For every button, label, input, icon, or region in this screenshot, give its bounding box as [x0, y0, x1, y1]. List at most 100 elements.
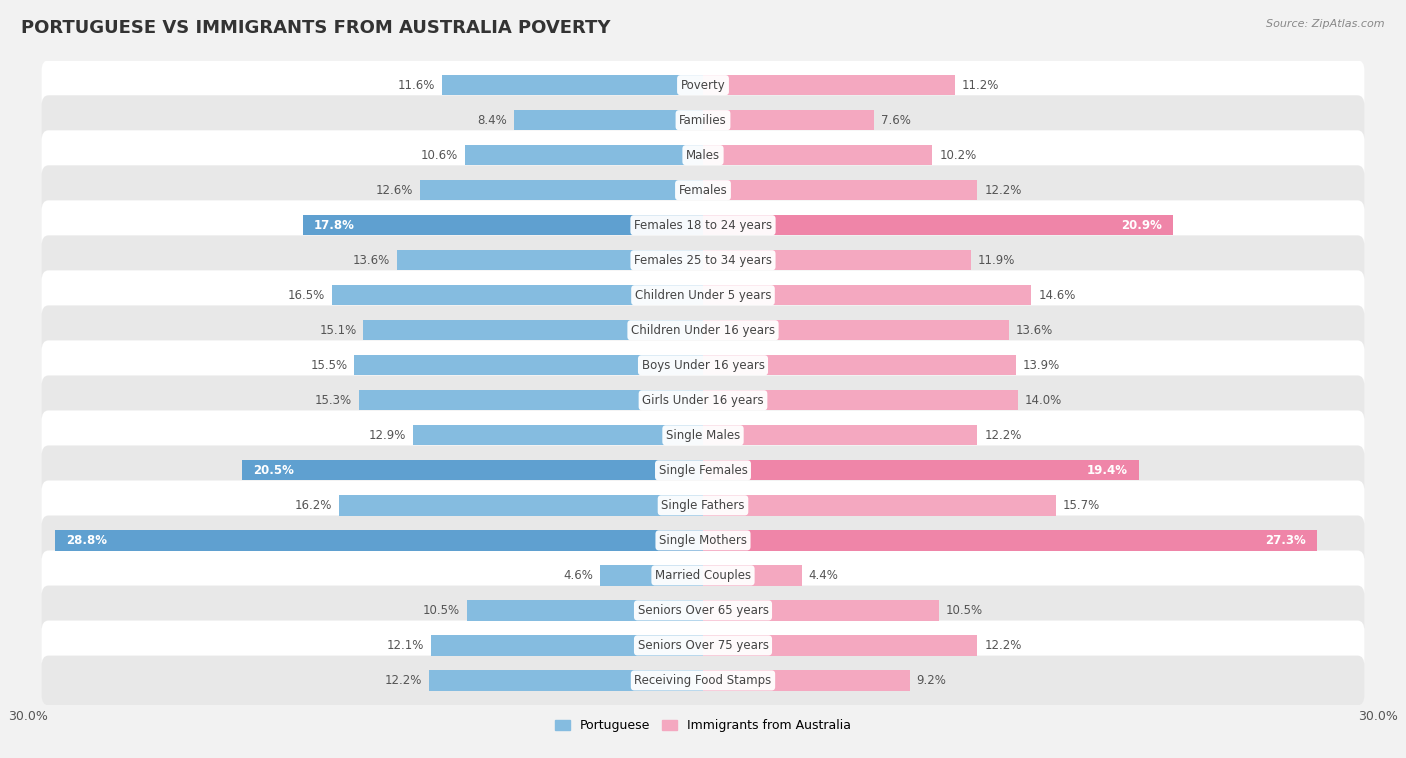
Bar [464, 145, 703, 165]
Bar [441, 75, 703, 96]
Text: Seniors Over 75 years: Seniors Over 75 years [637, 639, 769, 652]
Text: 12.2%: 12.2% [984, 639, 1022, 652]
Text: 10.5%: 10.5% [423, 604, 460, 617]
Bar [703, 670, 910, 691]
FancyBboxPatch shape [42, 410, 1364, 460]
FancyBboxPatch shape [42, 200, 1364, 250]
Bar [413, 425, 703, 446]
Text: Females: Females [679, 183, 727, 196]
FancyBboxPatch shape [42, 550, 1364, 600]
FancyBboxPatch shape [42, 340, 1364, 390]
Bar [703, 390, 1018, 410]
Bar [703, 600, 939, 621]
Text: 4.6%: 4.6% [562, 569, 593, 582]
Bar [703, 425, 977, 446]
Text: 15.5%: 15.5% [311, 359, 347, 371]
Text: 13.6%: 13.6% [1015, 324, 1053, 337]
Text: 20.9%: 20.9% [1121, 219, 1161, 232]
Bar [332, 285, 703, 305]
Text: Source: ZipAtlas.com: Source: ZipAtlas.com [1267, 19, 1385, 29]
Bar [703, 565, 801, 585]
Text: 9.2%: 9.2% [917, 674, 946, 687]
FancyBboxPatch shape [42, 236, 1364, 285]
Text: 16.5%: 16.5% [288, 289, 325, 302]
Text: 12.2%: 12.2% [984, 183, 1022, 196]
Text: 13.6%: 13.6% [353, 254, 391, 267]
Bar [703, 356, 1015, 375]
Text: 15.7%: 15.7% [1063, 499, 1099, 512]
Bar [430, 635, 703, 656]
Text: 20.5%: 20.5% [253, 464, 294, 477]
Text: 15.3%: 15.3% [315, 394, 352, 407]
Text: 11.9%: 11.9% [977, 254, 1015, 267]
Text: Girls Under 16 years: Girls Under 16 years [643, 394, 763, 407]
FancyBboxPatch shape [42, 481, 1364, 530]
Text: 12.2%: 12.2% [384, 674, 422, 687]
Legend: Portuguese, Immigrants from Australia: Portuguese, Immigrants from Australia [550, 714, 856, 738]
Text: 12.9%: 12.9% [368, 429, 406, 442]
FancyBboxPatch shape [42, 61, 1364, 110]
Bar [703, 180, 977, 200]
Text: Single Males: Single Males [666, 429, 740, 442]
Text: 10.6%: 10.6% [420, 149, 458, 161]
Bar [467, 600, 703, 621]
FancyBboxPatch shape [42, 271, 1364, 320]
Text: 15.1%: 15.1% [319, 324, 357, 337]
Bar [302, 215, 703, 236]
FancyBboxPatch shape [42, 585, 1364, 635]
Bar [703, 145, 932, 165]
Bar [703, 320, 1010, 340]
Bar [703, 285, 1032, 305]
FancyBboxPatch shape [42, 375, 1364, 425]
Text: 11.2%: 11.2% [962, 79, 1000, 92]
Bar [703, 110, 875, 130]
Bar [354, 356, 703, 375]
FancyBboxPatch shape [42, 96, 1364, 145]
Text: Seniors Over 65 years: Seniors Over 65 years [637, 604, 769, 617]
Bar [703, 530, 1317, 550]
Text: Children Under 5 years: Children Under 5 years [634, 289, 772, 302]
Text: Single Fathers: Single Fathers [661, 499, 745, 512]
Text: Males: Males [686, 149, 720, 161]
Text: 12.1%: 12.1% [387, 639, 425, 652]
Bar [339, 495, 703, 515]
FancyBboxPatch shape [42, 446, 1364, 495]
Text: Poverty: Poverty [681, 79, 725, 92]
Bar [703, 495, 1056, 515]
Text: Married Couples: Married Couples [655, 569, 751, 582]
Text: Receiving Food Stamps: Receiving Food Stamps [634, 674, 772, 687]
Text: 12.2%: 12.2% [984, 429, 1022, 442]
FancyBboxPatch shape [42, 656, 1364, 705]
Text: 13.9%: 13.9% [1022, 359, 1060, 371]
Bar [55, 530, 703, 550]
Bar [703, 75, 955, 96]
Text: Children Under 16 years: Children Under 16 years [631, 324, 775, 337]
Text: 14.6%: 14.6% [1038, 289, 1076, 302]
Bar [703, 250, 970, 271]
Text: 19.4%: 19.4% [1087, 464, 1128, 477]
Text: 10.5%: 10.5% [946, 604, 983, 617]
Text: 12.6%: 12.6% [375, 183, 413, 196]
FancyBboxPatch shape [42, 621, 1364, 670]
Text: 8.4%: 8.4% [478, 114, 508, 127]
Text: 27.3%: 27.3% [1265, 534, 1306, 547]
Text: Females 18 to 24 years: Females 18 to 24 years [634, 219, 772, 232]
Text: 4.4%: 4.4% [808, 569, 838, 582]
Text: 28.8%: 28.8% [66, 534, 107, 547]
Bar [419, 180, 703, 200]
Text: 14.0%: 14.0% [1025, 394, 1062, 407]
Bar [242, 460, 703, 481]
Bar [703, 460, 1139, 481]
Text: Females 25 to 34 years: Females 25 to 34 years [634, 254, 772, 267]
Text: 16.2%: 16.2% [294, 499, 332, 512]
Text: Single Mothers: Single Mothers [659, 534, 747, 547]
Text: Families: Families [679, 114, 727, 127]
Bar [599, 565, 703, 585]
Bar [429, 670, 703, 691]
FancyBboxPatch shape [42, 130, 1364, 180]
Text: PORTUGUESE VS IMMIGRANTS FROM AUSTRALIA POVERTY: PORTUGUESE VS IMMIGRANTS FROM AUSTRALIA … [21, 19, 610, 37]
Bar [515, 110, 703, 130]
Text: Single Females: Single Females [658, 464, 748, 477]
Bar [363, 320, 703, 340]
Text: 10.2%: 10.2% [939, 149, 976, 161]
